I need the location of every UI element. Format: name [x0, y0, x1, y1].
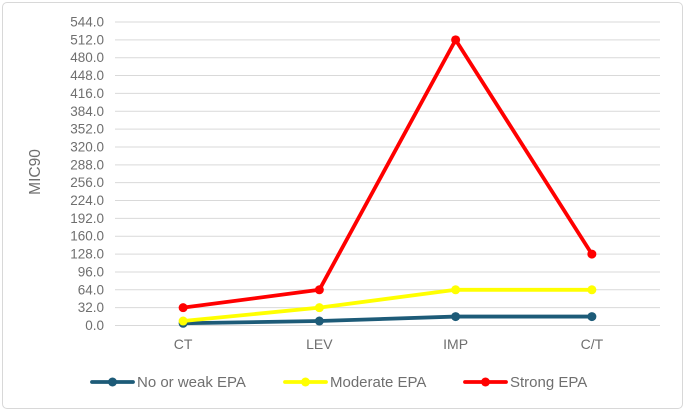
y-tick-label: 160.0: [70, 229, 104, 244]
y-tick-label: 32.0: [78, 300, 104, 315]
series-line-moderate-epa: [181, 287, 594, 323]
data-point-moderate-epa: [314, 303, 324, 313]
data-point-no-or-weak-epa: [451, 312, 461, 322]
data-point-strong-epa: [314, 285, 324, 295]
legend-item-no-or-weak-epa: No or weak EPA: [90, 374, 246, 391]
data-point-no-or-weak-epa: [587, 312, 597, 322]
y-tick-label: 512.0: [70, 32, 104, 47]
y-tick-label: 416.0: [70, 86, 104, 101]
legend-label: No or weak EPA: [137, 374, 246, 391]
data-point-moderate-epa: [451, 285, 461, 295]
y-tick-label: 448.0: [70, 68, 104, 83]
y-axis-tick-labels: 0.0 32.0 64.0 96.0 128.0 160.0 192.0 224.0 256.0…: [70, 15, 104, 334]
y-tick-label: 480.0: [70, 50, 104, 65]
legend-marker-dot: [301, 377, 310, 387]
y-tick-label: 256.0: [70, 175, 104, 190]
legend-item-strong-epa: Strong EPA: [463, 374, 587, 391]
x-category-label: IMP: [443, 336, 468, 352]
legend-label: Strong EPA: [510, 374, 587, 391]
data-series-group: [178, 35, 597, 328]
chart-legend: No or weak EPA Moderate EPA Strong EPA: [90, 374, 587, 391]
legend-item-moderate-epa: Moderate EPA: [283, 374, 426, 391]
data-point-no-or-weak-epa: [314, 316, 324, 326]
y-tick-label: 128.0: [70, 247, 104, 262]
data-point-moderate-epa: [587, 285, 597, 295]
legend-marker-dot: [108, 377, 117, 387]
data-point-strong-epa: [178, 303, 188, 313]
x-category-label: C/T: [581, 336, 604, 352]
y-tick-label: 224.0: [70, 193, 104, 208]
gridlines-group: [115, 21, 660, 326]
data-point-moderate-epa: [178, 316, 188, 326]
data-point-strong-epa: [451, 35, 461, 45]
y-tick-label: 96.0: [78, 264, 104, 279]
y-tick-label: 352.0: [70, 122, 104, 137]
data-point-strong-epa: [587, 249, 597, 259]
y-tick-label: 320.0: [70, 139, 104, 154]
series-line-strong-epa: [181, 37, 594, 310]
y-tick-label: 544.0: [70, 15, 104, 30]
x-category-label: CT: [174, 336, 193, 352]
x-category-label: LEV: [306, 336, 333, 352]
y-tick-label: 384.0: [70, 104, 104, 119]
legend-marker-dot: [481, 377, 490, 387]
series-line-no-or-weak-epa: [181, 314, 594, 326]
x-axis-category-labels: CT LEV IMP C/T: [174, 336, 604, 352]
y-tick-label: 192.0: [70, 211, 104, 226]
y-tick-label: 288.0: [70, 157, 104, 172]
y-axis-title: MIC90: [27, 149, 44, 195]
y-tick-label: 64.0: [78, 282, 104, 297]
y-tick-label: 0.0: [85, 318, 104, 333]
legend-label: Moderate EPA: [330, 374, 426, 391]
